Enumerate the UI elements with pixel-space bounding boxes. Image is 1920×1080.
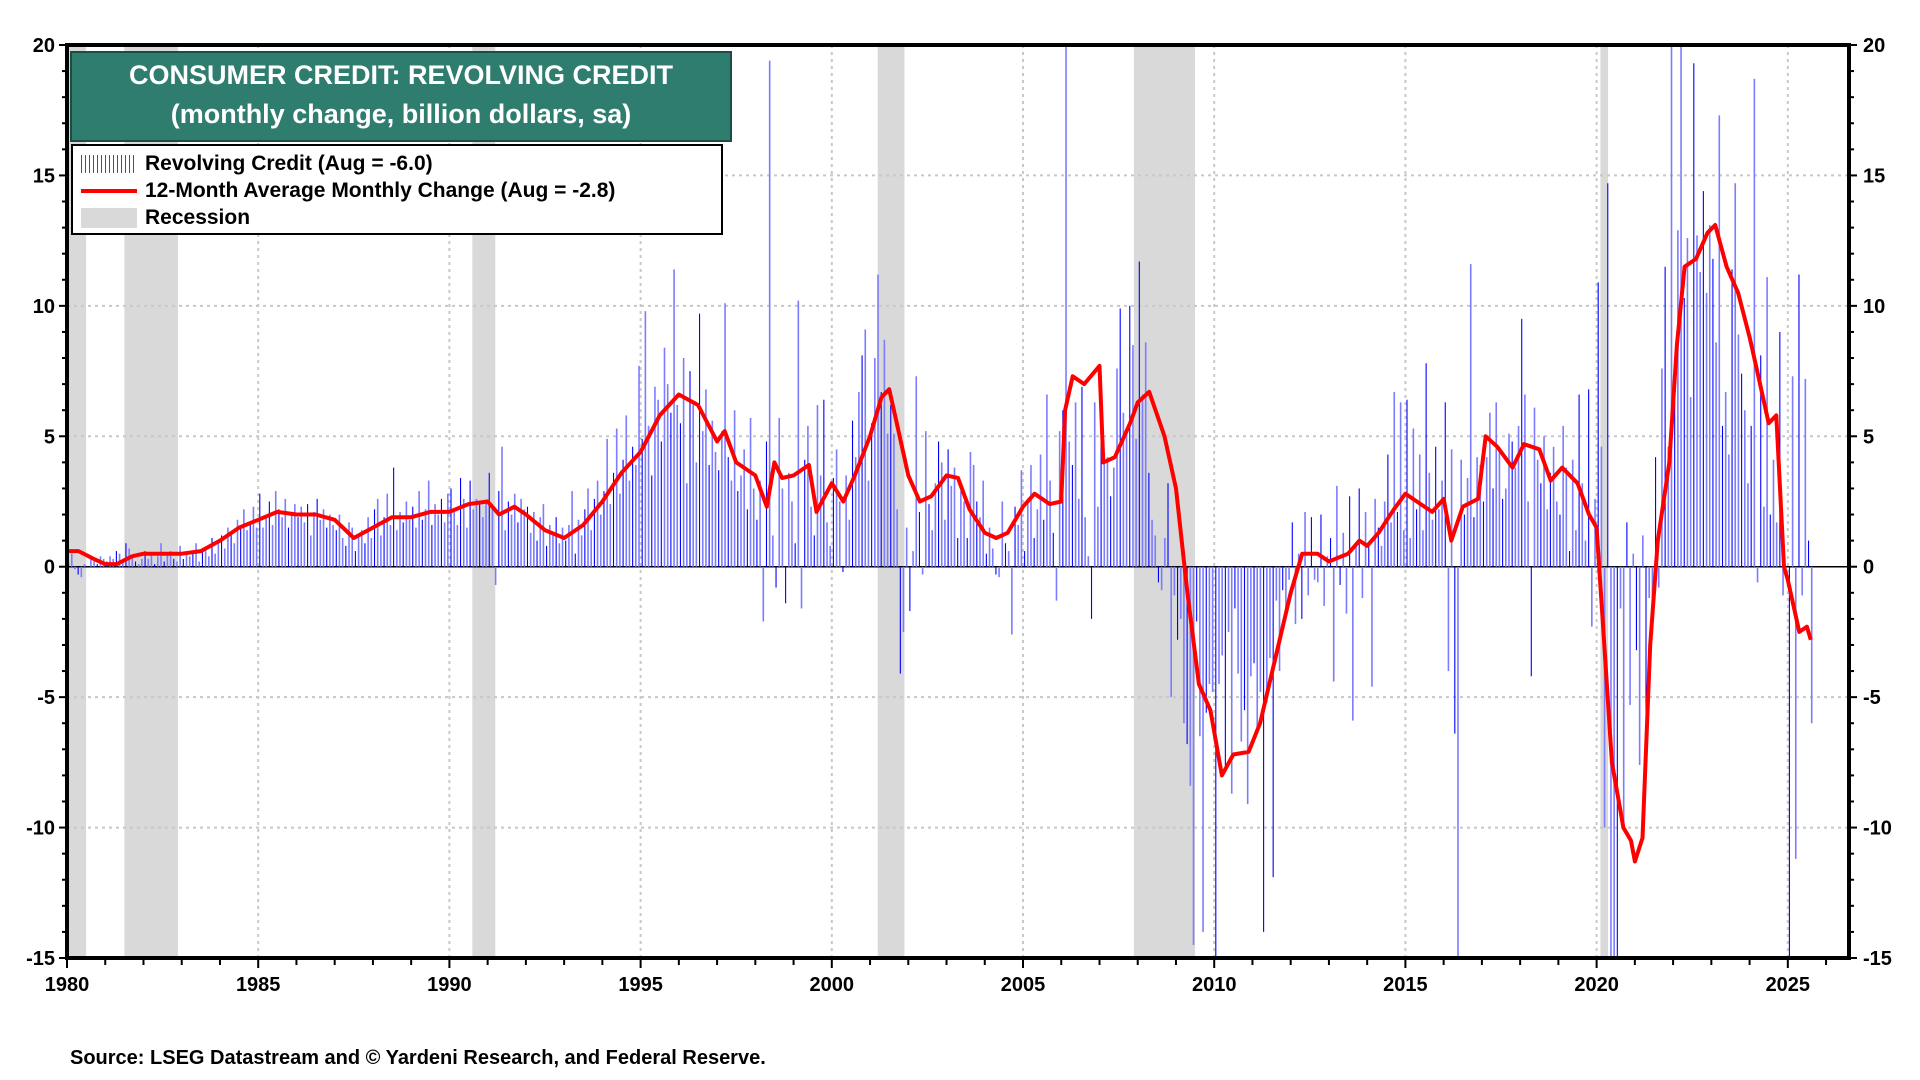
x-tick-label: 2025: [1766, 974, 1811, 996]
left-y-tick-label: 5: [44, 426, 55, 448]
left-y-tick-label: 15: [33, 165, 55, 187]
legend-item-revolving-credit: Revolving Credit (Aug = -6.0): [81, 150, 721, 177]
x-tick-label: 1995: [618, 974, 663, 996]
right-y-tick-label: 20: [1863, 35, 1885, 57]
left-y-tick-label: 10: [33, 296, 55, 318]
x-tick-label: 2015: [1383, 974, 1428, 996]
legend-item-average: 12-Month Average Monthly Change (Aug = -…: [81, 177, 721, 204]
right-y-tick-label: 15: [1863, 165, 1885, 187]
right-y-tick-label: 5: [1863, 426, 1874, 448]
x-tick-label: 1985: [236, 974, 281, 996]
recession-band: [1600, 45, 1609, 958]
right-y-tick-label: 10: [1863, 296, 1885, 318]
right-y-tick-label: -5: [1863, 687, 1881, 709]
left-y-tick-label: -5: [37, 687, 55, 709]
twelve-month-average-line: [67, 223, 1813, 864]
legend: Revolving Credit (Aug = -6.0) 12-Month A…: [71, 144, 723, 235]
bars-swatch-icon: [81, 154, 137, 173]
right-y-tick-label: 0: [1863, 557, 1874, 579]
left-y-tick-label: -15: [26, 948, 55, 970]
x-tick-label: 1980: [45, 974, 90, 996]
recession-swatch-icon: [81, 207, 137, 228]
chart-title-box: CONSUMER CREDIT: REVOLVING CREDIT (month…: [70, 51, 732, 142]
legend-item-recession: Recession: [81, 204, 721, 231]
revolving-credit-bars: [68, 45, 1813, 958]
x-tick-label: 2000: [810, 974, 855, 996]
source-note: Source: LSEG Datastream and © Yardeni Re…: [70, 1047, 766, 1069]
right-y-tick-label: -10: [1863, 818, 1892, 840]
x-tick-label: 1990: [427, 974, 472, 996]
recession-bands: [67, 45, 1609, 958]
x-tick-label: 2020: [1574, 974, 1619, 996]
x-tick-label: 2005: [1001, 974, 1046, 996]
plot-frame: [65, 43, 1851, 960]
legend-label: 12-Month Average Monthly Change (Aug = -…: [145, 178, 616, 202]
chart-subtitle: (monthly change, billion dollars, sa): [170, 99, 632, 129]
right-y-tick-label: -15: [1863, 948, 1892, 970]
chart-title: CONSUMER CREDIT: REVOLVING CREDIT: [128, 60, 674, 90]
line-swatch-icon: [81, 188, 137, 193]
legend-label: Recession: [145, 205, 251, 229]
left-y-tick-label: 0: [44, 557, 55, 579]
axis-labels: 1980 1985 1990 1995 2000 2005 2010 2015 2020 2025…: [26, 35, 1892, 996]
recession-band: [67, 45, 87, 958]
recession-band: [1133, 45, 1196, 958]
left-y-tick-label: 20: [33, 35, 55, 57]
x-tick-label: 2010: [1192, 974, 1237, 996]
axis-ticks: [59, 44, 1857, 968]
left-y-tick-label: -10: [26, 818, 55, 840]
legend-label: Revolving Credit (Aug = -6.0): [145, 151, 433, 175]
